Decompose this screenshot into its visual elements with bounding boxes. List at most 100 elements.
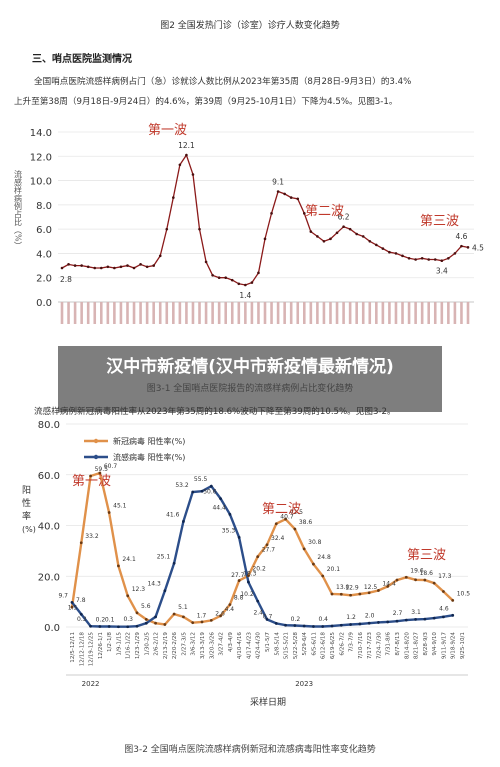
x-tick-label: 7/17-7/23 bbox=[367, 632, 373, 660]
data-point bbox=[407, 256, 411, 260]
data-point bbox=[322, 239, 326, 243]
y-axis-label-char: 率 bbox=[22, 510, 31, 522]
data-label: 6.2 bbox=[338, 213, 350, 222]
data-label: 9.1 bbox=[272, 178, 284, 187]
flu-data-point bbox=[191, 490, 195, 494]
data-label: 2.8 bbox=[60, 275, 72, 284]
covid-data-point bbox=[358, 592, 362, 596]
x-tick-label: 1/9-1/15 bbox=[116, 632, 122, 656]
x-tick-label: 8/7-8/13 bbox=[395, 632, 401, 656]
x-tick-label: 9/25-10/1 bbox=[460, 632, 466, 660]
flu-data-point bbox=[200, 489, 204, 493]
x-tick-label: 6/12-6/18 bbox=[321, 632, 327, 660]
banner-title: 汉中市新疫情(汉中市新疫情最新情况) bbox=[106, 357, 394, 377]
x-tick-label: 2/6-2/12 bbox=[154, 632, 160, 656]
flu-data-label: 35.3 bbox=[222, 527, 236, 534]
covid-data-point bbox=[386, 585, 390, 588]
covid-data-label: 4.4 bbox=[225, 606, 235, 613]
y-tick-label: 14.0 bbox=[30, 128, 52, 139]
data-point bbox=[414, 258, 417, 261]
covid-data-label: 59.5 bbox=[95, 466, 109, 473]
covid-data-point bbox=[367, 591, 371, 595]
flu-data-label: 4.6 bbox=[439, 605, 449, 612]
covid-data-label: 60.7 bbox=[104, 463, 118, 470]
x-tick-label: 3/20-3/26 bbox=[209, 632, 215, 660]
flu-data-point bbox=[414, 617, 417, 621]
flu-data-label: 14.3 bbox=[147, 581, 161, 588]
covid-data-point bbox=[321, 574, 325, 578]
data-point bbox=[67, 263, 70, 266]
year-label: 2022 bbox=[82, 680, 100, 688]
flu-data-point bbox=[98, 625, 102, 628]
data-point bbox=[309, 230, 313, 233]
covid-data-point bbox=[451, 598, 455, 602]
paragraph-1-line-2: 上升至第38周（9月18日-9月24日）的4.6%，第39周（9月25-10月1… bbox=[14, 97, 398, 107]
x-tick-label: 1/2-1/8 bbox=[107, 632, 113, 652]
covid-data-label: 20.2 bbox=[252, 566, 266, 573]
flu-data-label: 53.2 bbox=[175, 482, 189, 489]
y-axis-label: 阳性率 bbox=[22, 485, 31, 522]
data-label: 12.1 bbox=[178, 141, 195, 150]
data-point bbox=[139, 263, 142, 266]
covid-series-line bbox=[70, 471, 454, 626]
x-tick-label: 5/1-5/7 bbox=[265, 632, 271, 652]
annotation-first-wave: 第一波 bbox=[72, 474, 111, 489]
flu-data-label: 25.1 bbox=[157, 553, 171, 560]
flu-data-point bbox=[256, 599, 260, 603]
covid-data-point bbox=[154, 621, 157, 625]
flu-data-point bbox=[219, 497, 222, 501]
x-tick-label: 1/16-1/22 bbox=[126, 632, 132, 659]
data-point bbox=[244, 283, 247, 287]
covid-data-label: 18.3 bbox=[243, 571, 257, 578]
flu-data-point bbox=[172, 561, 176, 565]
data-point bbox=[427, 258, 431, 261]
data-point bbox=[80, 264, 83, 267]
data-point bbox=[73, 264, 77, 267]
y-tick-label: 20.0 bbox=[38, 572, 60, 583]
flu-data-label: 1.5 bbox=[68, 604, 78, 611]
covid-data-point bbox=[339, 592, 343, 596]
data-point bbox=[433, 258, 437, 261]
flu-data-point bbox=[293, 624, 297, 627]
x-tick-label: 6/26-7/2 bbox=[339, 632, 345, 656]
data-point bbox=[420, 256, 424, 260]
x-tick-label: 3/27-4/2 bbox=[219, 632, 225, 656]
data-point bbox=[453, 252, 457, 255]
data-point bbox=[361, 235, 365, 238]
x-tick-label: 8/28-9/3 bbox=[423, 632, 429, 656]
flu-data-point bbox=[321, 625, 325, 628]
y-tick-label: 4.0 bbox=[36, 249, 52, 260]
y-tick-label: 8.0 bbox=[36, 201, 52, 212]
covid-data-point bbox=[442, 590, 445, 593]
y-tick-label: 6.0 bbox=[36, 225, 52, 236]
flu-data-point bbox=[163, 589, 167, 593]
annotation-second-wave: 第二波 bbox=[262, 502, 301, 517]
covid-data-label: 20.1 bbox=[327, 566, 341, 573]
covid-data-point bbox=[219, 614, 222, 618]
data-point bbox=[172, 196, 175, 199]
flu-data-point bbox=[312, 625, 315, 628]
data-label: 4.5 bbox=[472, 243, 484, 252]
covid-data-label: 45.1 bbox=[113, 503, 127, 510]
x-tick-label: 12/12-12/18 bbox=[79, 632, 85, 667]
data-point bbox=[93, 266, 97, 270]
covid-data-point bbox=[135, 611, 139, 615]
covid-data-label: 8.8 bbox=[234, 595, 244, 602]
legend-label: 流感病毒 阳性率(%) bbox=[113, 452, 185, 462]
covid-data-point bbox=[126, 594, 130, 598]
flu-data-point bbox=[237, 536, 241, 539]
x-axis-label: 采样日期 bbox=[250, 696, 286, 708]
y-tick-label: 12.0 bbox=[30, 152, 52, 163]
flu-data-point bbox=[274, 622, 278, 625]
covid-data-label: 27.7 bbox=[262, 547, 276, 554]
annotation-first-wave: 第一波 bbox=[148, 123, 187, 138]
flu-data-point bbox=[228, 512, 232, 516]
covid-data-point bbox=[79, 541, 83, 545]
data-point bbox=[283, 192, 286, 196]
flu-data-point bbox=[432, 616, 436, 620]
annotation-second-wave: 第二波 bbox=[305, 204, 344, 219]
y-tick-label: 80.0 bbox=[38, 420, 60, 431]
data-point bbox=[217, 276, 221, 280]
y-tick-label: 2.0 bbox=[36, 274, 52, 285]
covid-data-point bbox=[395, 578, 399, 582]
